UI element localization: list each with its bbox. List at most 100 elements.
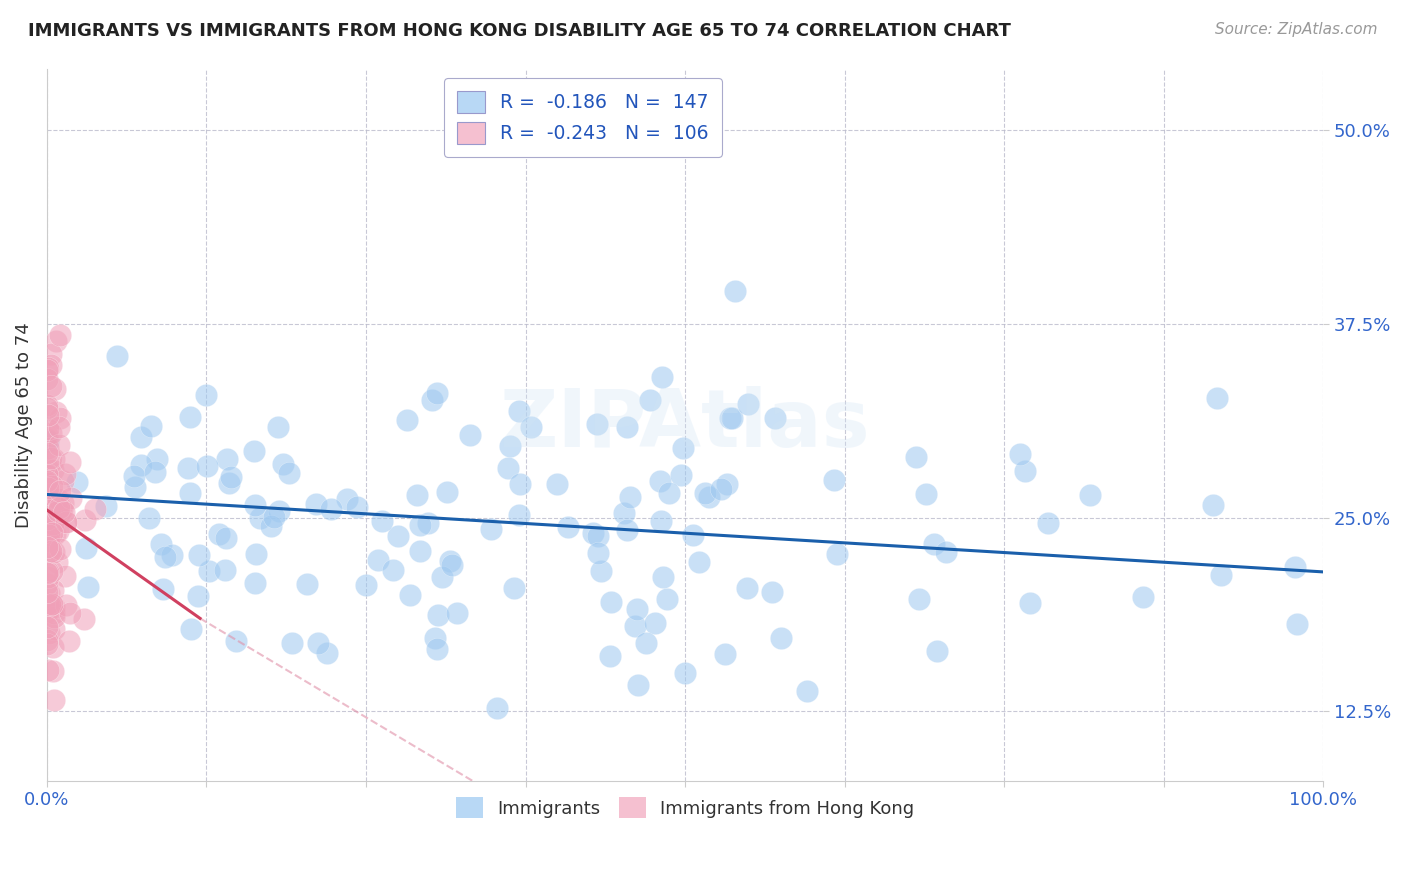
Point [160, 549, 183, 563]
Point [398, 588, 420, 602]
Point [37, 467, 59, 482]
Point [35, 540, 58, 554]
Point [716, 477, 738, 491]
Point [129, 458, 152, 473]
Point [693, 485, 716, 500]
Point [179, 486, 201, 500]
Point [37, 409, 59, 423]
Point [37, 428, 59, 442]
Point [508, 476, 530, 491]
Point [1078, 488, 1101, 502]
Point [215, 451, 238, 466]
Point [35, 474, 58, 488]
Point [39, 502, 62, 516]
Point [76, 581, 98, 595]
Point [138, 511, 160, 525]
Point [41, 565, 63, 579]
Point [796, 683, 818, 698]
Point [49, 483, 72, 498]
Point [336, 492, 359, 507]
Point [129, 429, 152, 443]
Point [46, 504, 69, 518]
Point [39, 496, 62, 510]
Point [53, 505, 76, 519]
Point [636, 636, 658, 650]
Point [44, 452, 66, 467]
Point [616, 523, 638, 537]
Point [37, 585, 59, 599]
Point [485, 701, 508, 715]
Point [37, 508, 59, 522]
Point [406, 488, 429, 502]
Point [225, 633, 247, 648]
Point [35, 512, 58, 526]
Point [267, 504, 290, 518]
Point [35, 510, 58, 524]
Point [479, 522, 502, 536]
Point [45, 555, 67, 569]
Point [38, 586, 60, 600]
Point [354, 578, 377, 592]
Point [38, 491, 60, 505]
Point [1018, 596, 1040, 610]
Point [1014, 464, 1036, 478]
Point [278, 467, 301, 481]
Point [42, 693, 65, 707]
Point [426, 642, 449, 657]
Point [39, 596, 62, 610]
Point [35, 509, 58, 524]
Point [44, 606, 66, 620]
Point [657, 591, 679, 606]
Point [41, 347, 63, 361]
Point [37, 569, 59, 583]
Point [409, 518, 432, 533]
Point [416, 516, 439, 531]
Point [546, 477, 568, 491]
Point [41, 450, 63, 465]
Point [42, 640, 65, 654]
Point [44, 382, 66, 396]
Point [35, 526, 58, 541]
Point [243, 498, 266, 512]
Point [59, 606, 82, 620]
Point [37, 371, 59, 385]
Point [671, 467, 693, 482]
Point [42, 463, 65, 477]
Point [718, 410, 741, 425]
Point [619, 490, 641, 504]
Point [35, 620, 58, 634]
Point [37, 476, 59, 491]
Point [307, 635, 329, 649]
Point [281, 636, 304, 650]
Point [37, 481, 59, 495]
Point [35, 363, 58, 377]
Point [907, 591, 929, 606]
Point [59, 455, 82, 469]
Point [49, 327, 72, 342]
Point [613, 506, 636, 520]
Point [498, 461, 520, 475]
Point [458, 428, 481, 442]
Point [37, 508, 59, 523]
Point [499, 439, 522, 453]
Point [38, 526, 60, 541]
Point [426, 607, 449, 622]
Point [37, 398, 59, 412]
Point [37, 361, 59, 376]
Point [37, 445, 59, 459]
Point [198, 564, 221, 578]
Point [446, 607, 468, 621]
Point [305, 497, 328, 511]
Point [1211, 568, 1233, 582]
Point [214, 563, 236, 577]
Point [55, 515, 77, 529]
Point [249, 510, 271, 524]
Point [145, 451, 167, 466]
Point [640, 392, 662, 407]
Point [60, 491, 83, 506]
Text: IMMIGRANTS VS IMMIGRANTS FROM HONG KONG DISABILITY AGE 65 TO 74 CORRELATION CHAR: IMMIGRANTS VS IMMIGRANTS FROM HONG KONG … [28, 22, 1011, 40]
Point [387, 529, 409, 543]
Point [37, 434, 59, 448]
Point [179, 410, 201, 425]
Point [149, 537, 172, 551]
